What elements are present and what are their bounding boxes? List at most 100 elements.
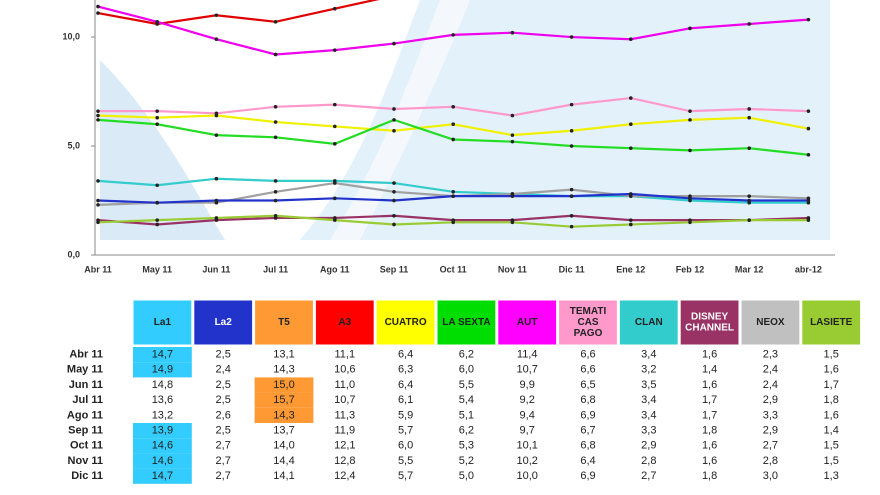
cell: 12,4 [334, 470, 355, 482]
point [451, 220, 456, 225]
point [747, 22, 751, 26]
point [510, 194, 515, 198]
cell: 1,6 [702, 349, 717, 361]
point [333, 196, 337, 201]
cell: 1,8 [824, 394, 839, 406]
point [333, 124, 337, 129]
cell: 6,7 [580, 425, 595, 437]
cell: 1,6 [702, 440, 717, 452]
row-label: Abr 11 [69, 349, 103, 361]
column-header [558, 299, 618, 346]
cell: 12,1 [334, 440, 355, 452]
point [155, 115, 159, 120]
cell: 3,4 [641, 409, 656, 421]
point [214, 198, 219, 203]
point [333, 181, 337, 185]
cell: 1,7 [824, 379, 839, 391]
point [333, 142, 337, 146]
point [510, 220, 515, 225]
point [155, 183, 159, 188]
column-header-label: TEMATI [570, 306, 607, 317]
point [155, 109, 159, 113]
row-label: Sep 11 [68, 425, 103, 437]
column-header-label: LA SEXTA [442, 317, 490, 328]
row-label: May 11 [67, 364, 103, 376]
point [688, 118, 692, 122]
point [629, 222, 633, 227]
cell: 9,2 [520, 394, 535, 406]
x-tick-label: Oct 11 [440, 264, 467, 274]
cell: 11,3 [335, 409, 356, 421]
row-label: Jun 11 [69, 379, 103, 391]
cell: 3,0 [763, 470, 778, 482]
point [569, 144, 574, 148]
cell: 11,9 [335, 425, 356, 437]
point [451, 104, 456, 109]
point [688, 109, 692, 113]
column-header [193, 299, 254, 346]
column-header-label: CHANNEL [685, 323, 734, 334]
cell: 6,5 [580, 379, 595, 391]
cell: 10,7 [334, 394, 355, 406]
cell: 15,7 [273, 394, 294, 406]
cell: 2,3 [763, 349, 778, 361]
point [96, 113, 100, 118]
point [747, 146, 751, 151]
cell: 6,8 [580, 394, 595, 406]
column-header [679, 299, 740, 346]
cell: 3,5 [641, 379, 656, 391]
cell: 5,0 [459, 470, 474, 482]
point [451, 122, 456, 127]
point [96, 220, 100, 225]
x-tick-label: Jun 11 [202, 264, 230, 274]
cell: 2,5 [216, 394, 231, 406]
x-tick-label: abr-12 [795, 264, 822, 274]
point [629, 192, 633, 196]
point [273, 179, 278, 183]
cell: 5,5 [398, 455, 413, 467]
cell: 9,7 [520, 425, 535, 437]
x-tick-label: Mar 12 [735, 264, 764, 274]
point [392, 41, 396, 46]
point [273, 135, 278, 140]
cell: 6,2 [459, 425, 474, 437]
cell: 10,1 [516, 440, 537, 452]
point [96, 203, 100, 207]
cell: 2,5 [216, 379, 231, 391]
point [629, 218, 633, 222]
cell: 14,9 [152, 364, 173, 376]
cell: 2,6 [216, 409, 231, 421]
cell: 12,8 [334, 455, 355, 467]
y-tick-label: 0,0 [67, 249, 80, 259]
point [96, 11, 100, 15]
cell: 6,6 [580, 349, 595, 361]
point [510, 133, 515, 137]
cell: 1,6 [702, 455, 717, 467]
cell: 14,0 [273, 440, 294, 452]
x-tick-label: Sep 11 [380, 264, 409, 274]
point [392, 118, 396, 122]
x-tick-label: Ene 12 [616, 264, 645, 274]
point [214, 113, 219, 118]
cell: 1,5 [824, 349, 839, 361]
cell: 3,4 [641, 394, 656, 406]
point [569, 224, 574, 229]
cell: 5,9 [398, 409, 413, 421]
point [155, 122, 159, 127]
cell: 1,5 [824, 440, 839, 452]
cell: 6,4 [580, 455, 595, 467]
point [451, 189, 456, 194]
cell: 1,6 [824, 409, 839, 421]
column-header [254, 299, 314, 346]
x-tick-label: May 11 [142, 264, 172, 274]
cell: 6,3 [398, 364, 413, 376]
cell: 14,3 [273, 409, 294, 421]
cell: 1,5 [824, 455, 839, 467]
x-tick-label: Nov 11 [498, 264, 527, 274]
point [392, 222, 396, 227]
cell-highlight [133, 453, 192, 469]
point [569, 213, 574, 218]
column-header [375, 299, 436, 346]
y-tick-label: 5,0 [67, 140, 80, 150]
